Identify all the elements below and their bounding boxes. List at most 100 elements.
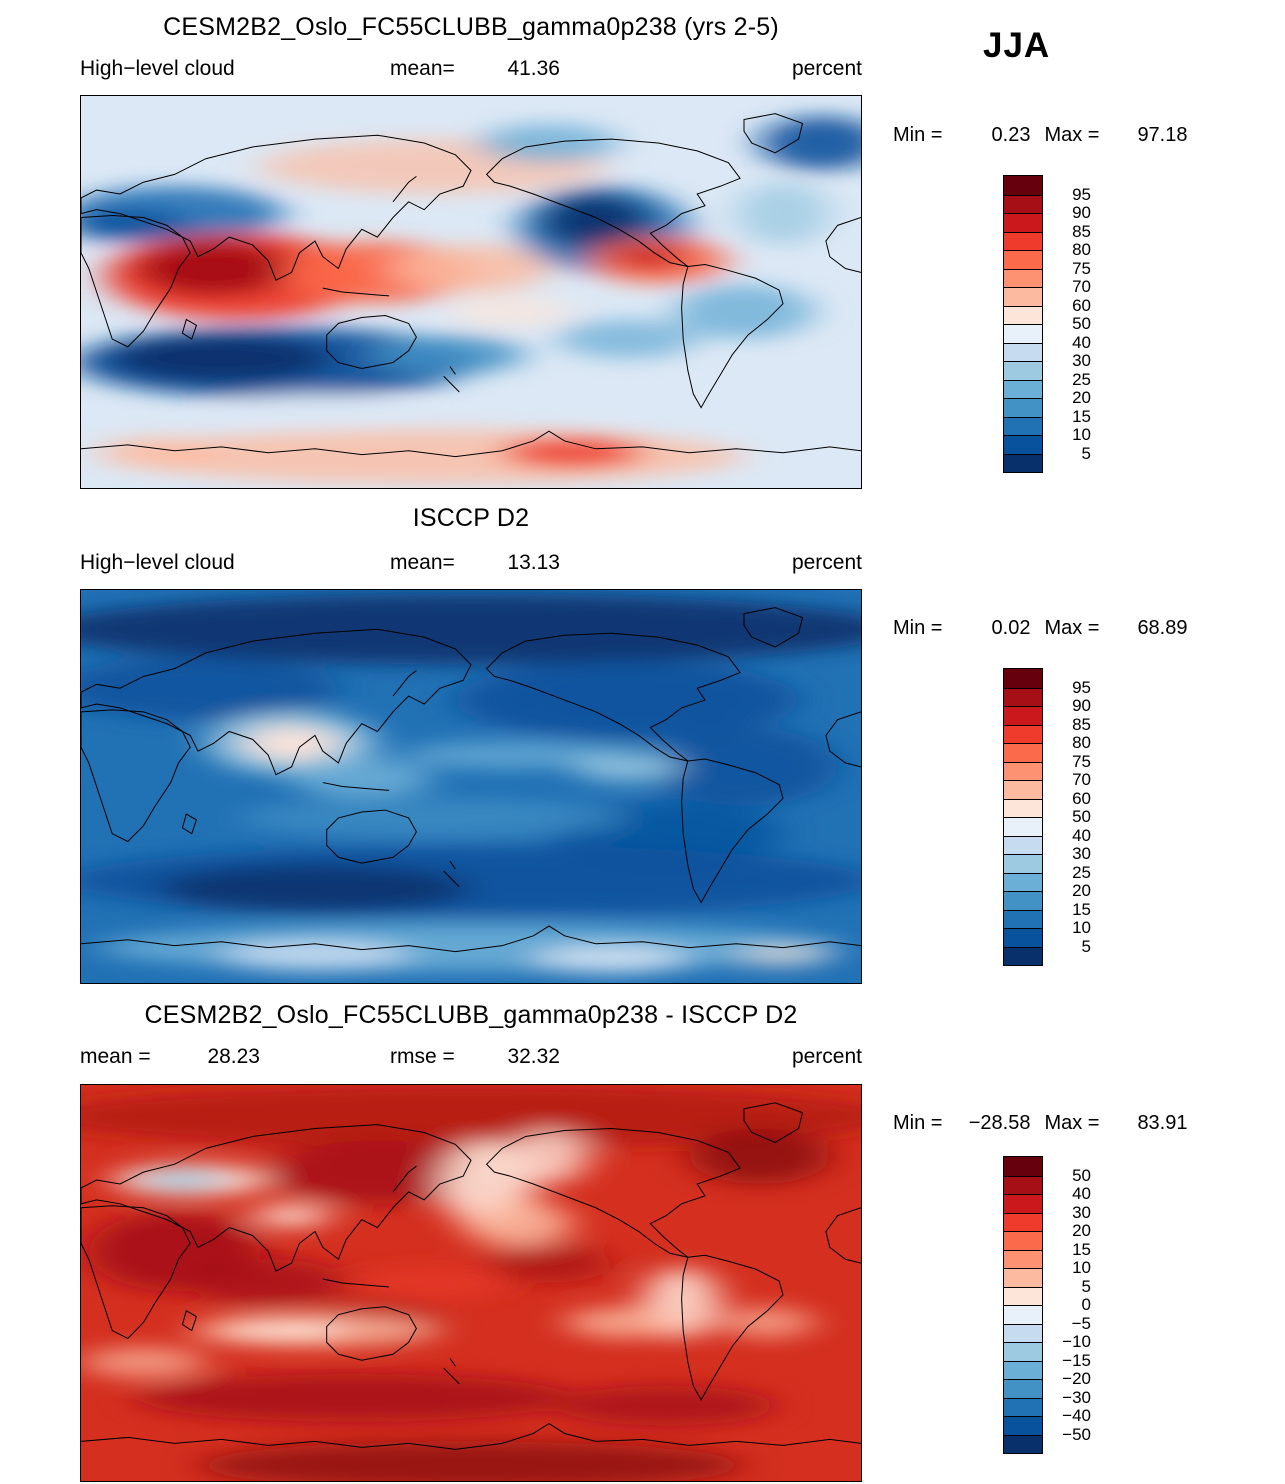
field-blob [81, 1085, 861, 1149]
field-blob [81, 1346, 206, 1379]
colorbar-tick-label: −40 [1062, 1406, 1091, 1425]
coastline [744, 608, 803, 647]
field-blob [96, 437, 222, 469]
colorbar-tick-label: 85 [1072, 714, 1091, 734]
panel1-min-value: 0.23 [991, 124, 1031, 146]
colorbar-cell [1004, 416, 1042, 435]
field-blob [400, 741, 620, 769]
colorbar-cell [1004, 1231, 1042, 1250]
coastline [682, 759, 783, 902]
colorbar-tick-label: 15 [1072, 1239, 1091, 1259]
colorbar-tick-label: −50 [1062, 1424, 1091, 1444]
colorbar-tick-label: 30 [1072, 1202, 1091, 1222]
coastline [81, 216, 190, 347]
colorbar-cell [1004, 379, 1042, 398]
colorbar-cell [1004, 213, 1042, 232]
colorbar-tick-label: 60 [1072, 295, 1091, 315]
coastline [393, 176, 416, 201]
coastline [744, 1103, 803, 1143]
field-blob [135, 241, 292, 296]
field-blob [135, 1170, 230, 1190]
coastline [487, 633, 740, 761]
coastline [182, 1311, 196, 1331]
field-blob [720, 1306, 815, 1339]
colorbar-cell [1004, 1434, 1042, 1453]
colorbar-tick-label: 25 [1072, 862, 1091, 882]
colorbar-tick-label: 5 [1081, 936, 1091, 956]
coastline [393, 671, 416, 697]
panel2-field-label: High−level cloud [80, 551, 235, 574]
field-blob [354, 1267, 510, 1299]
coastline [444, 861, 460, 887]
panel3-title: CESM2B2_Oslo_FC55CLUBB_gamma0p238 - ISCC… [144, 1001, 798, 1029]
coastline [81, 1424, 861, 1450]
colorbar-tick-label: 5 [1081, 443, 1091, 463]
colorbar-tick-label: −10 [1062, 1332, 1091, 1351]
field-blob [81, 656, 339, 720]
colorbar-tick-label: 70 [1072, 277, 1091, 296]
coastline [81, 1206, 190, 1339]
panel3-rmse-value: 32.32 [507, 1045, 560, 1068]
colorbar-tick-label: 60 [1072, 788, 1091, 808]
colorbar-tick-label: 80 [1072, 733, 1091, 752]
colorbar-cell [1004, 1397, 1042, 1416]
coastline [682, 1255, 783, 1400]
panel2-mean-value: 13.13 [507, 551, 560, 574]
coastline [444, 366, 460, 391]
colorbar-tick-label: 30 [1072, 844, 1091, 863]
colorbar-cell [1004, 1194, 1042, 1213]
colorbar-tick-label: 10 [1072, 918, 1091, 937]
coastline [323, 783, 389, 791]
colorbar-cell [1004, 324, 1042, 343]
colorbar-tick-label: −15 [1062, 1350, 1091, 1370]
field-blob [736, 182, 830, 245]
field-blob [198, 1441, 744, 1481]
coastline [81, 710, 190, 842]
colorbar-tick-label: 40 [1072, 1184, 1091, 1203]
field-blob [689, 1128, 830, 1184]
colorbar-tick-label: 95 [1072, 677, 1091, 697]
colorbar-cell [1004, 909, 1042, 928]
colorbar-tick-label: 50 [1072, 1165, 1091, 1185]
field-blob [564, 1306, 690, 1339]
colorbar-boxes [1003, 1156, 1043, 1454]
colorbar-cell [1004, 872, 1042, 891]
colorbar-cell [1004, 1323, 1042, 1342]
colorbar-tick-label: 70 [1072, 770, 1091, 789]
field-blob [112, 335, 331, 383]
colorbar-cell [1004, 305, 1042, 324]
colorbar-cell [1004, 287, 1042, 306]
colorbar-cell [1004, 928, 1042, 947]
panel2-title: ISCCP D2 [412, 504, 530, 532]
panel3-min-value: −28.58 [968, 1112, 1031, 1134]
panel3-max-label: Max = [1044, 1112, 1100, 1134]
season-label: JJA [983, 26, 1051, 65]
colorbar-cell [1004, 1268, 1042, 1287]
panel2-minmax: Min = 0.02 Max = 68.89 [893, 617, 1188, 640]
coastline [182, 319, 196, 339]
colorbar-cell [1004, 398, 1042, 417]
field-blob [81, 209, 191, 242]
coastline [744, 114, 803, 153]
colorbar-labels: 95 90 85 80 75 70 60 50 40 30 25 20 15 10 5 [1045, 175, 1091, 473]
coastline [826, 1208, 861, 1263]
coastline [323, 288, 389, 296]
colorbar-tick-label: 10 [1072, 1258, 1091, 1277]
colorbar-cell [1004, 268, 1042, 287]
colorbar-tick-label: 10 [1072, 425, 1091, 444]
colorbar-tick-label: −5 [1071, 1313, 1091, 1333]
colorbar-tick-label: 50 [1072, 314, 1091, 333]
colorbar-cell [1004, 1379, 1042, 1398]
panel1-field-label: High−level cloud [80, 57, 235, 80]
coastline [826, 218, 861, 273]
colorbar-tick-label: 15 [1072, 406, 1091, 426]
field-blob [268, 1140, 487, 1204]
colorbar-cell [1004, 1249, 1042, 1268]
coastline [81, 629, 471, 774]
field-blob [510, 1128, 588, 1184]
panel1-max-value: 97.18 [1137, 124, 1188, 146]
panel3-rmse-label: rmse = [390, 1045, 455, 1068]
colorbar-cell [1004, 780, 1042, 799]
colorbar-cell [1004, 854, 1042, 873]
coastline [487, 1129, 740, 1258]
